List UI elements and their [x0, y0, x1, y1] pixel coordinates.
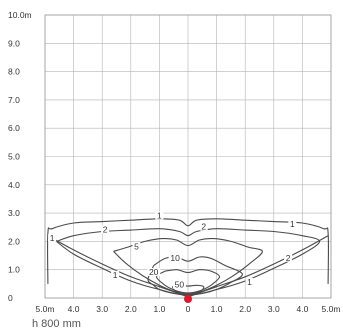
contour-label-background	[284, 253, 293, 262]
y-tick-label: 1.0	[8, 265, 20, 275]
x-tick-label: 1.0	[153, 304, 165, 314]
x-tick-label: 2.0	[239, 304, 251, 314]
light-source-marker	[184, 295, 192, 303]
y-tick-label: 4.0	[8, 180, 20, 190]
contour-label-background	[132, 242, 141, 251]
contour-label: 20	[149, 267, 159, 277]
contour-label: 1	[247, 277, 252, 287]
y-tick-label: 6.0	[8, 123, 20, 133]
contour-labels: 1 1 1 1 1 2 2 2 5 10 20 50	[48, 210, 297, 290]
x-tick-label: 5.0m	[36, 304, 55, 314]
contour-label-background	[168, 253, 182, 262]
x-tick-label: 0	[186, 304, 191, 314]
contour-label: 2	[103, 224, 108, 234]
contour-label-background	[101, 225, 110, 234]
y-tick-label: 10.0m	[8, 10, 32, 20]
x-tick-label: 5.0m	[322, 304, 341, 314]
contour-label-background	[155, 211, 164, 220]
x-tick-label: 1.0	[211, 304, 223, 314]
contour-line-2	[56, 228, 321, 296]
contour-label-background	[48, 233, 57, 242]
contour-label: 50	[175, 280, 185, 290]
grid	[44, 14, 332, 299]
contour-label: 2	[201, 222, 206, 232]
y-tick-label: 5.0	[8, 152, 20, 162]
contour-line-20	[155, 269, 221, 294]
y-axis-ticks: 0 1.0 2.0 3.0 4.0 5.0 6.0 7.0 8.0 9.0 10.0m	[8, 10, 32, 303]
contour-label: 1	[290, 219, 295, 229]
contour-line-1	[46, 218, 330, 284]
x-tick-label: 3.0	[268, 304, 280, 314]
contour-label-background	[288, 219, 297, 228]
y-tick-label: 7.0	[8, 95, 20, 105]
mounting-height-caption: h 800 mm	[32, 318, 81, 330]
contour-label: 1	[50, 233, 55, 243]
contour-label-background	[111, 270, 120, 279]
y-tick-label: 9.0	[8, 38, 20, 48]
contour-line-10	[147, 256, 243, 296]
contour-label: 2	[286, 253, 291, 263]
source-marker-group	[184, 295, 192, 303]
y-tick-label: 8.0	[8, 67, 20, 77]
x-tick-label: 3.0	[96, 304, 108, 314]
x-axis-ticks: 5.0m 4.0 3.0 2.0 1.0 0 1.0 2.0 3.0 4.0 5.0m	[36, 304, 341, 314]
contour-label: 5	[134, 241, 139, 251]
contour-label: 10	[170, 253, 180, 263]
x-tick-label: 2.0	[125, 304, 137, 314]
y-tick-label: 0	[8, 293, 13, 303]
contour-label-background	[172, 280, 186, 289]
contour-label: 1	[113, 270, 118, 280]
contour-label: 1	[157, 210, 162, 220]
contour-label-background	[245, 277, 254, 286]
y-tick-label: 3.0	[8, 208, 20, 218]
contour-line-5	[113, 237, 263, 296]
x-tick-label: 4.0	[68, 304, 80, 314]
contour-label-background	[147, 267, 161, 276]
y-tick-label: 2.0	[8, 236, 20, 246]
contour-label-background	[199, 222, 208, 231]
x-tick-label: 4.0	[296, 304, 308, 314]
